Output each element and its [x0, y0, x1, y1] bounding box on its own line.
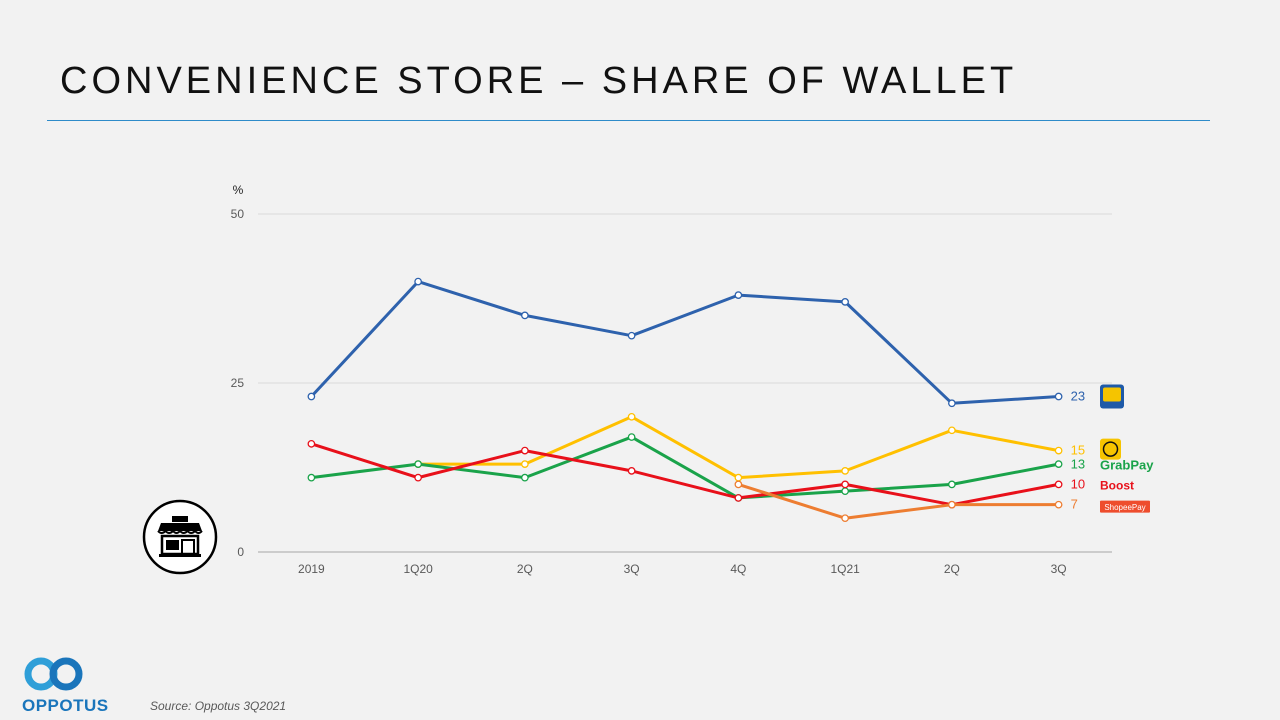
data-point: [734, 473, 743, 482]
data-point: [414, 460, 422, 468]
series-line: [737, 482, 1059, 520]
x-tick-label: 3Q: [624, 562, 640, 576]
data-point: [841, 514, 849, 523]
boost-badge: Boost: [1100, 478, 1134, 492]
data-point: [414, 277, 422, 286]
shopeepay-badge-icon: [1100, 500, 1150, 513]
grabpay-badge: GrabPay: [1100, 458, 1154, 473]
data-point: [627, 433, 636, 441]
end-value-label: 13: [1071, 457, 1085, 472]
data-point: [627, 331, 636, 340]
maybank-badge-tiger: [1102, 441, 1119, 457]
logo-text: OPPOTUS: [22, 696, 109, 715]
end-value-label: 23: [1071, 389, 1085, 404]
end-value-label: 15: [1071, 443, 1085, 458]
data-point: [1054, 460, 1063, 468]
source-note: Source: Oppotus 3Q2021: [150, 699, 287, 713]
data-point: [841, 298, 849, 306]
data-point: [521, 460, 529, 468]
x-tick-label: 4Q: [730, 562, 746, 576]
data-point: [521, 446, 529, 455]
data-point: [521, 311, 529, 320]
x-tick-label: 1Q21: [830, 562, 860, 576]
series-line: [310, 442, 1059, 507]
series-line: [418, 415, 1059, 480]
data-point: [1054, 392, 1063, 401]
data-point: [948, 480, 956, 489]
data-point: [307, 392, 316, 401]
data-point: [521, 473, 529, 482]
oppotus-logo-icon: [24, 657, 83, 691]
shopeepay-badge-text: ShopeePay: [1104, 503, 1145, 512]
data-point: [414, 473, 422, 482]
x-tick-label: 2Q: [944, 562, 960, 576]
data-point: [734, 291, 743, 299]
x-tick-label: 2Q: [517, 562, 533, 576]
y-axis-label: %: [233, 183, 244, 197]
title-divider: [47, 120, 1210, 121]
x-tick-label: 3Q: [1051, 562, 1067, 576]
x-tick-label: 2019: [298, 562, 325, 576]
data-point: [1054, 446, 1063, 455]
data-point: [841, 487, 849, 496]
data-point: [841, 467, 849, 475]
data-point: [948, 426, 956, 435]
data-point: [948, 399, 956, 408]
data-point: [948, 500, 956, 509]
y-tick-label: 0: [237, 545, 244, 559]
end-value-label: 10: [1071, 476, 1085, 491]
data-point: [1054, 480, 1063, 489]
series-line: [311, 435, 1059, 500]
data-point: [734, 494, 743, 502]
y-tick-label: 50: [231, 207, 245, 221]
y-tick-label: 25: [231, 376, 245, 390]
data-point: [627, 467, 636, 475]
series-line: [310, 280, 1059, 405]
x-tick-label: 1Q20: [403, 562, 433, 576]
data-point: [734, 480, 743, 489]
oppotus-logo: OPPOTUS: [22, 656, 122, 716]
data-point: [1054, 500, 1063, 509]
data-point: [307, 439, 316, 448]
data-point: [307, 473, 316, 482]
tng-badge-inner: [1103, 387, 1121, 402]
shop-icon: [142, 499, 218, 575]
end-value-label: 7: [1071, 497, 1078, 512]
data-point: [627, 412, 636, 421]
page-title: CONVENIENCE STORE – SHARE OF WALLET: [60, 60, 1018, 102]
data-point: [841, 480, 849, 489]
